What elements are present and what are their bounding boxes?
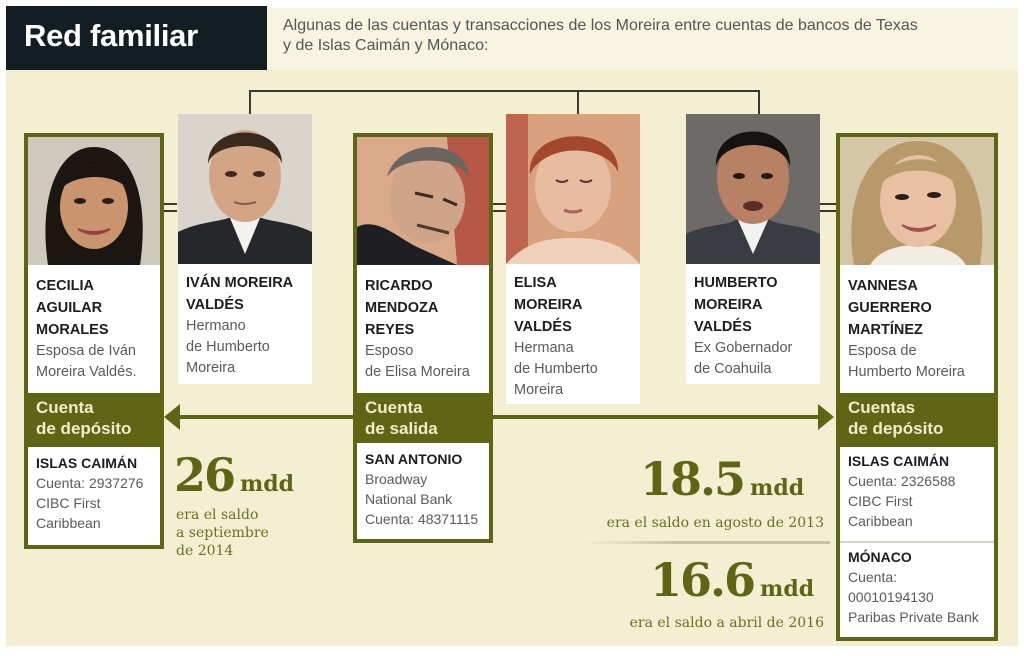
account-number: 00010194130 — [848, 589, 934, 605]
man-gray-hair-photo — [357, 137, 489, 265]
spouse-link-ricardo-elisa-1 — [492, 203, 506, 205]
person-card-vannesa: VANNESA GUERRERO MARTÍNEZ Esposa de Humb… — [836, 133, 998, 397]
transfer-line-left — [178, 415, 353, 419]
intro-line-1: Algunas de las cuentas y transacciones d… — [283, 17, 918, 34]
balance-caption-26: era el saldo a septiembre de 2014 — [176, 507, 269, 559]
account-entry-caiman: ISLAS CAIMÁN Cuenta: 2326588 CIBC First … — [840, 447, 994, 543]
connector-to-humberto — [758, 90, 760, 114]
woman-blonde-hair-photo — [840, 137, 994, 265]
balance-amount-16-6: 16.6 mdd — [650, 553, 815, 607]
person-role: Esposa de Humberto Moreira — [848, 343, 965, 380]
account-header-ricardo: Cuenta de salida — [353, 393, 493, 443]
spouse-link-humberto-vannesa-1 — [820, 203, 838, 205]
spouse-link-cecilia-ivan-2 — [163, 210, 177, 212]
account-details-cecilia: ISLAS CAIMÁN Cuenta: 2937276 CIBC First … — [24, 447, 164, 549]
man-suit-photo — [178, 114, 312, 264]
person-name: VANNESA GUERRERO MARTÍNEZ — [848, 278, 932, 338]
bank-name-cont: National Bank — [365, 491, 453, 507]
intro-text: Algunas de las cuentas y transacciones d… — [283, 16, 983, 56]
account-number: Cuenta: 2326588 — [848, 473, 956, 489]
person-role: Esposa de Iván Moreira Valdés. — [36, 343, 137, 380]
intro-line-2: y de Islas Caimán y Mónaco: — [283, 37, 489, 54]
title-box: Red familiar — [6, 6, 267, 70]
bank-name: CIBC First — [36, 495, 101, 511]
person-role: Hermana de Humberto Moreira — [514, 340, 598, 398]
person-name: HUMBERTO MOREIRA VALDÉS — [694, 275, 778, 335]
man-dark-hair-photo — [686, 114, 820, 264]
balance-amount-18-5: 18.5 mdd — [640, 452, 805, 506]
person-card-elisa: ELISA MOREIRA VALDÉS Hermana de Humberto… — [506, 114, 640, 404]
account-label: Cuenta: — [848, 569, 898, 585]
person-name: IVÁN MOREIRA VALDÉS — [186, 275, 294, 313]
account-number: Cuenta: 48371115 — [365, 511, 479, 527]
person-role: Esposo de Elisa Moreira — [365, 343, 470, 380]
bank-name-cont: Caribbean — [36, 515, 101, 531]
arrow-right-icon — [818, 404, 834, 430]
person-card-ivan: IVÁN MOREIRA VALDÉS Hermano de Humberto … — [178, 114, 312, 384]
family-connector-top — [249, 90, 760, 92]
page-title: Red familiar — [24, 18, 198, 53]
balance-caption-18-5: era el saldo en agosto de 2013 — [606, 515, 824, 531]
account-number: Cuenta: 2937276 — [36, 475, 144, 491]
account-location: MÓNACO — [848, 549, 912, 565]
transfer-line-right — [493, 415, 820, 419]
account-location: ISLAS CAIMÁN — [848, 453, 950, 469]
bank-name: Paribas Private Bank — [848, 609, 979, 625]
account-details-vannesa: ISLAS CAIMÁN Cuenta: 2326588 CIBC First … — [836, 447, 998, 641]
person-name: RICARDO MENDOZA REYES — [365, 278, 439, 338]
balance-amount-26: 26 mdd — [174, 448, 295, 502]
spouse-link-ricardo-elisa-2 — [492, 210, 506, 212]
woman-dark-hair-photo — [28, 137, 160, 265]
spouse-link-cecilia-ivan-1 — [163, 203, 177, 205]
account-header-vannesa: Cuentas de depósito — [836, 393, 998, 447]
bank-name: CIBC First — [848, 493, 913, 509]
person-name: CECILIA AGUILAR MORALES — [36, 278, 109, 338]
person-card-humberto: HUMBERTO MOREIRA VALDÉS Ex Gobernador de… — [686, 114, 820, 384]
person-name: ELISA MOREIRA VALDÉS — [514, 275, 583, 335]
balance-divider — [580, 541, 830, 544]
account-entry-monaco: MÓNACO Cuenta: 00010194130 Paribas Priva… — [840, 543, 994, 631]
person-role: Hermano de Humberto Moreira — [186, 318, 270, 376]
woman-red-hair-photo — [506, 114, 640, 264]
connector-to-ivan — [249, 90, 251, 114]
bank-name-cont: Caribbean — [848, 513, 913, 529]
balance-caption-16-6: era el saldo a abril de 2016 — [629, 615, 824, 631]
account-location: ISLAS CAIMÁN — [36, 455, 138, 471]
person-card-ricardo: RICARDO MENDOZA REYES Esposo de Elisa Mo… — [353, 133, 493, 397]
person-role: Ex Gobernador de Coahuila — [694, 340, 793, 377]
arrow-left-icon — [164, 404, 180, 430]
account-location: SAN ANTONIO — [365, 451, 463, 467]
account-header-cecilia: Cuenta de depósito — [24, 393, 164, 447]
account-details-ricardo: SAN ANTONIO Broadway National Bank Cuent… — [353, 443, 493, 543]
spouse-link-humberto-vannesa-2 — [820, 210, 838, 212]
connector-to-elisa — [577, 90, 579, 114]
person-card-cecilia: CECILIA AGUILAR MORALES Esposa de Iván M… — [24, 133, 164, 397]
bank-name: Broadway — [365, 471, 428, 487]
